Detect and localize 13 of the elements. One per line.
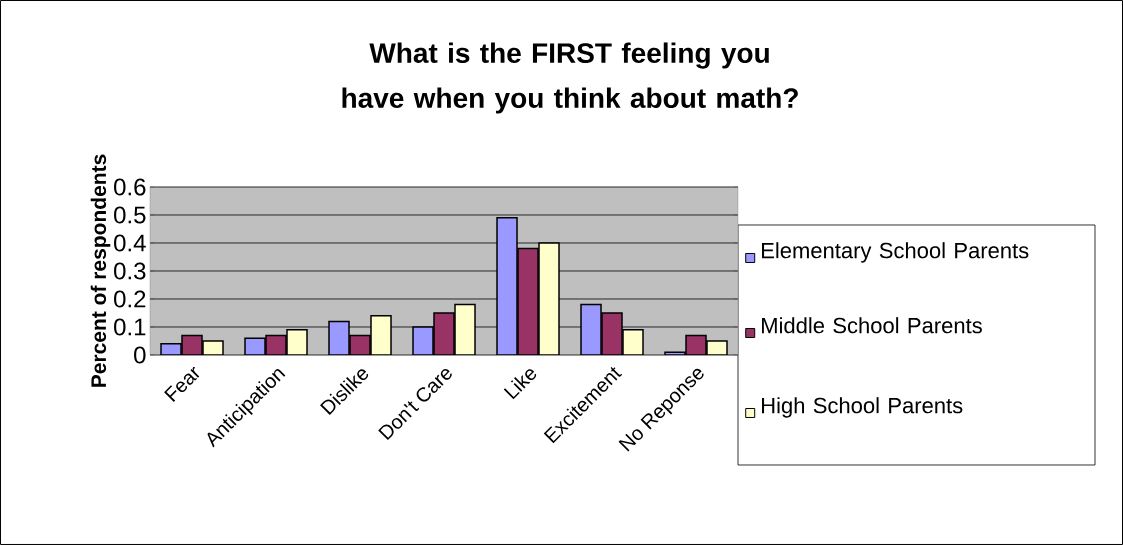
y-tick-label: 0 bbox=[134, 346, 146, 364]
chart-title: What is the FIRST feeling you have when you think about math? bbox=[342, 42, 798, 114]
y-tick-label: 0.3 bbox=[114, 262, 146, 280]
legend-label: Elementary School Parents bbox=[762, 242, 1029, 263]
y-tick-label: 0.2 bbox=[114, 290, 146, 308]
y-tick-label: 0.6 bbox=[114, 178, 146, 196]
y-tick-label: 0.1 bbox=[114, 318, 146, 336]
x-tick-label: Like bbox=[503, 369, 537, 400]
y-axis-title: Percent of respondents bbox=[90, 154, 111, 387]
y-tick-label: 0.5 bbox=[114, 206, 146, 224]
y-tick-label: 0.4 bbox=[114, 234, 146, 252]
legend-label: Middle School Parents bbox=[762, 317, 982, 334]
legend-label: High School Parents bbox=[762, 397, 963, 418]
